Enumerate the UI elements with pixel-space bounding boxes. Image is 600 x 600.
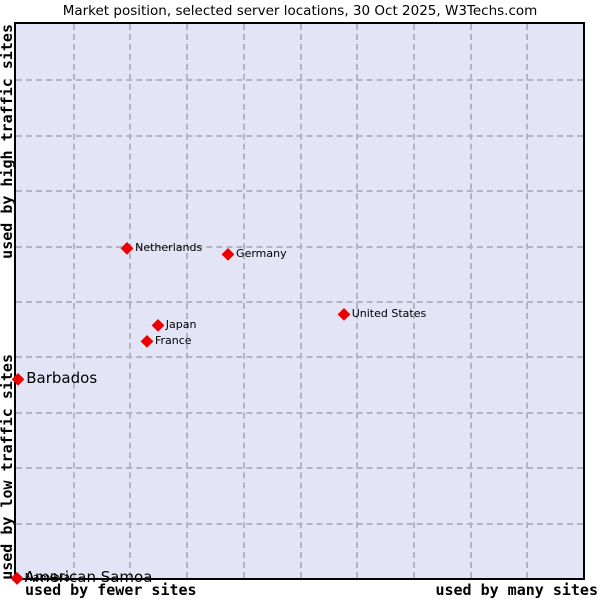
plot-area: Netherlands Germany Japan France United Stat… [10,22,585,586]
data-point-marker [222,247,235,260]
gridline-horizontal [16,79,583,82]
x-axis-label-fewer-sites: used by fewer sites [25,581,197,599]
gridline-horizontal [16,356,583,359]
gridline-horizontal [16,522,583,525]
y-axis-label-high-traffic: used by high traffic sites [0,24,16,259]
data-point-label: Japan [165,318,197,332]
data-point-marker [140,334,153,347]
data-point-label: Barbados [26,368,98,387]
gridline-horizontal [16,190,583,193]
gridline-horizontal [16,411,583,414]
data-point-marker [151,319,164,332]
data-point-label: American Samoa [24,568,153,587]
data-point-label: United States [351,306,427,320]
data-point-label: France [154,334,192,348]
gridline-horizontal [16,301,583,303]
gridline-horizontal [16,134,583,137]
y-axis-label-low-traffic: used by low traffic sites [0,354,16,580]
data-point-label: Namibia [24,571,71,585]
data-point-label: Germany [236,247,287,261]
gridline-horizontal [16,245,583,248]
chart-title: Market position, selected server locatio… [62,3,538,19]
gridline-horizontal [16,467,583,470]
data-point-label: Netherlands [135,241,203,255]
data-point-marker [337,307,350,320]
x-axis-label-many-sites: used by many sites [435,581,598,599]
